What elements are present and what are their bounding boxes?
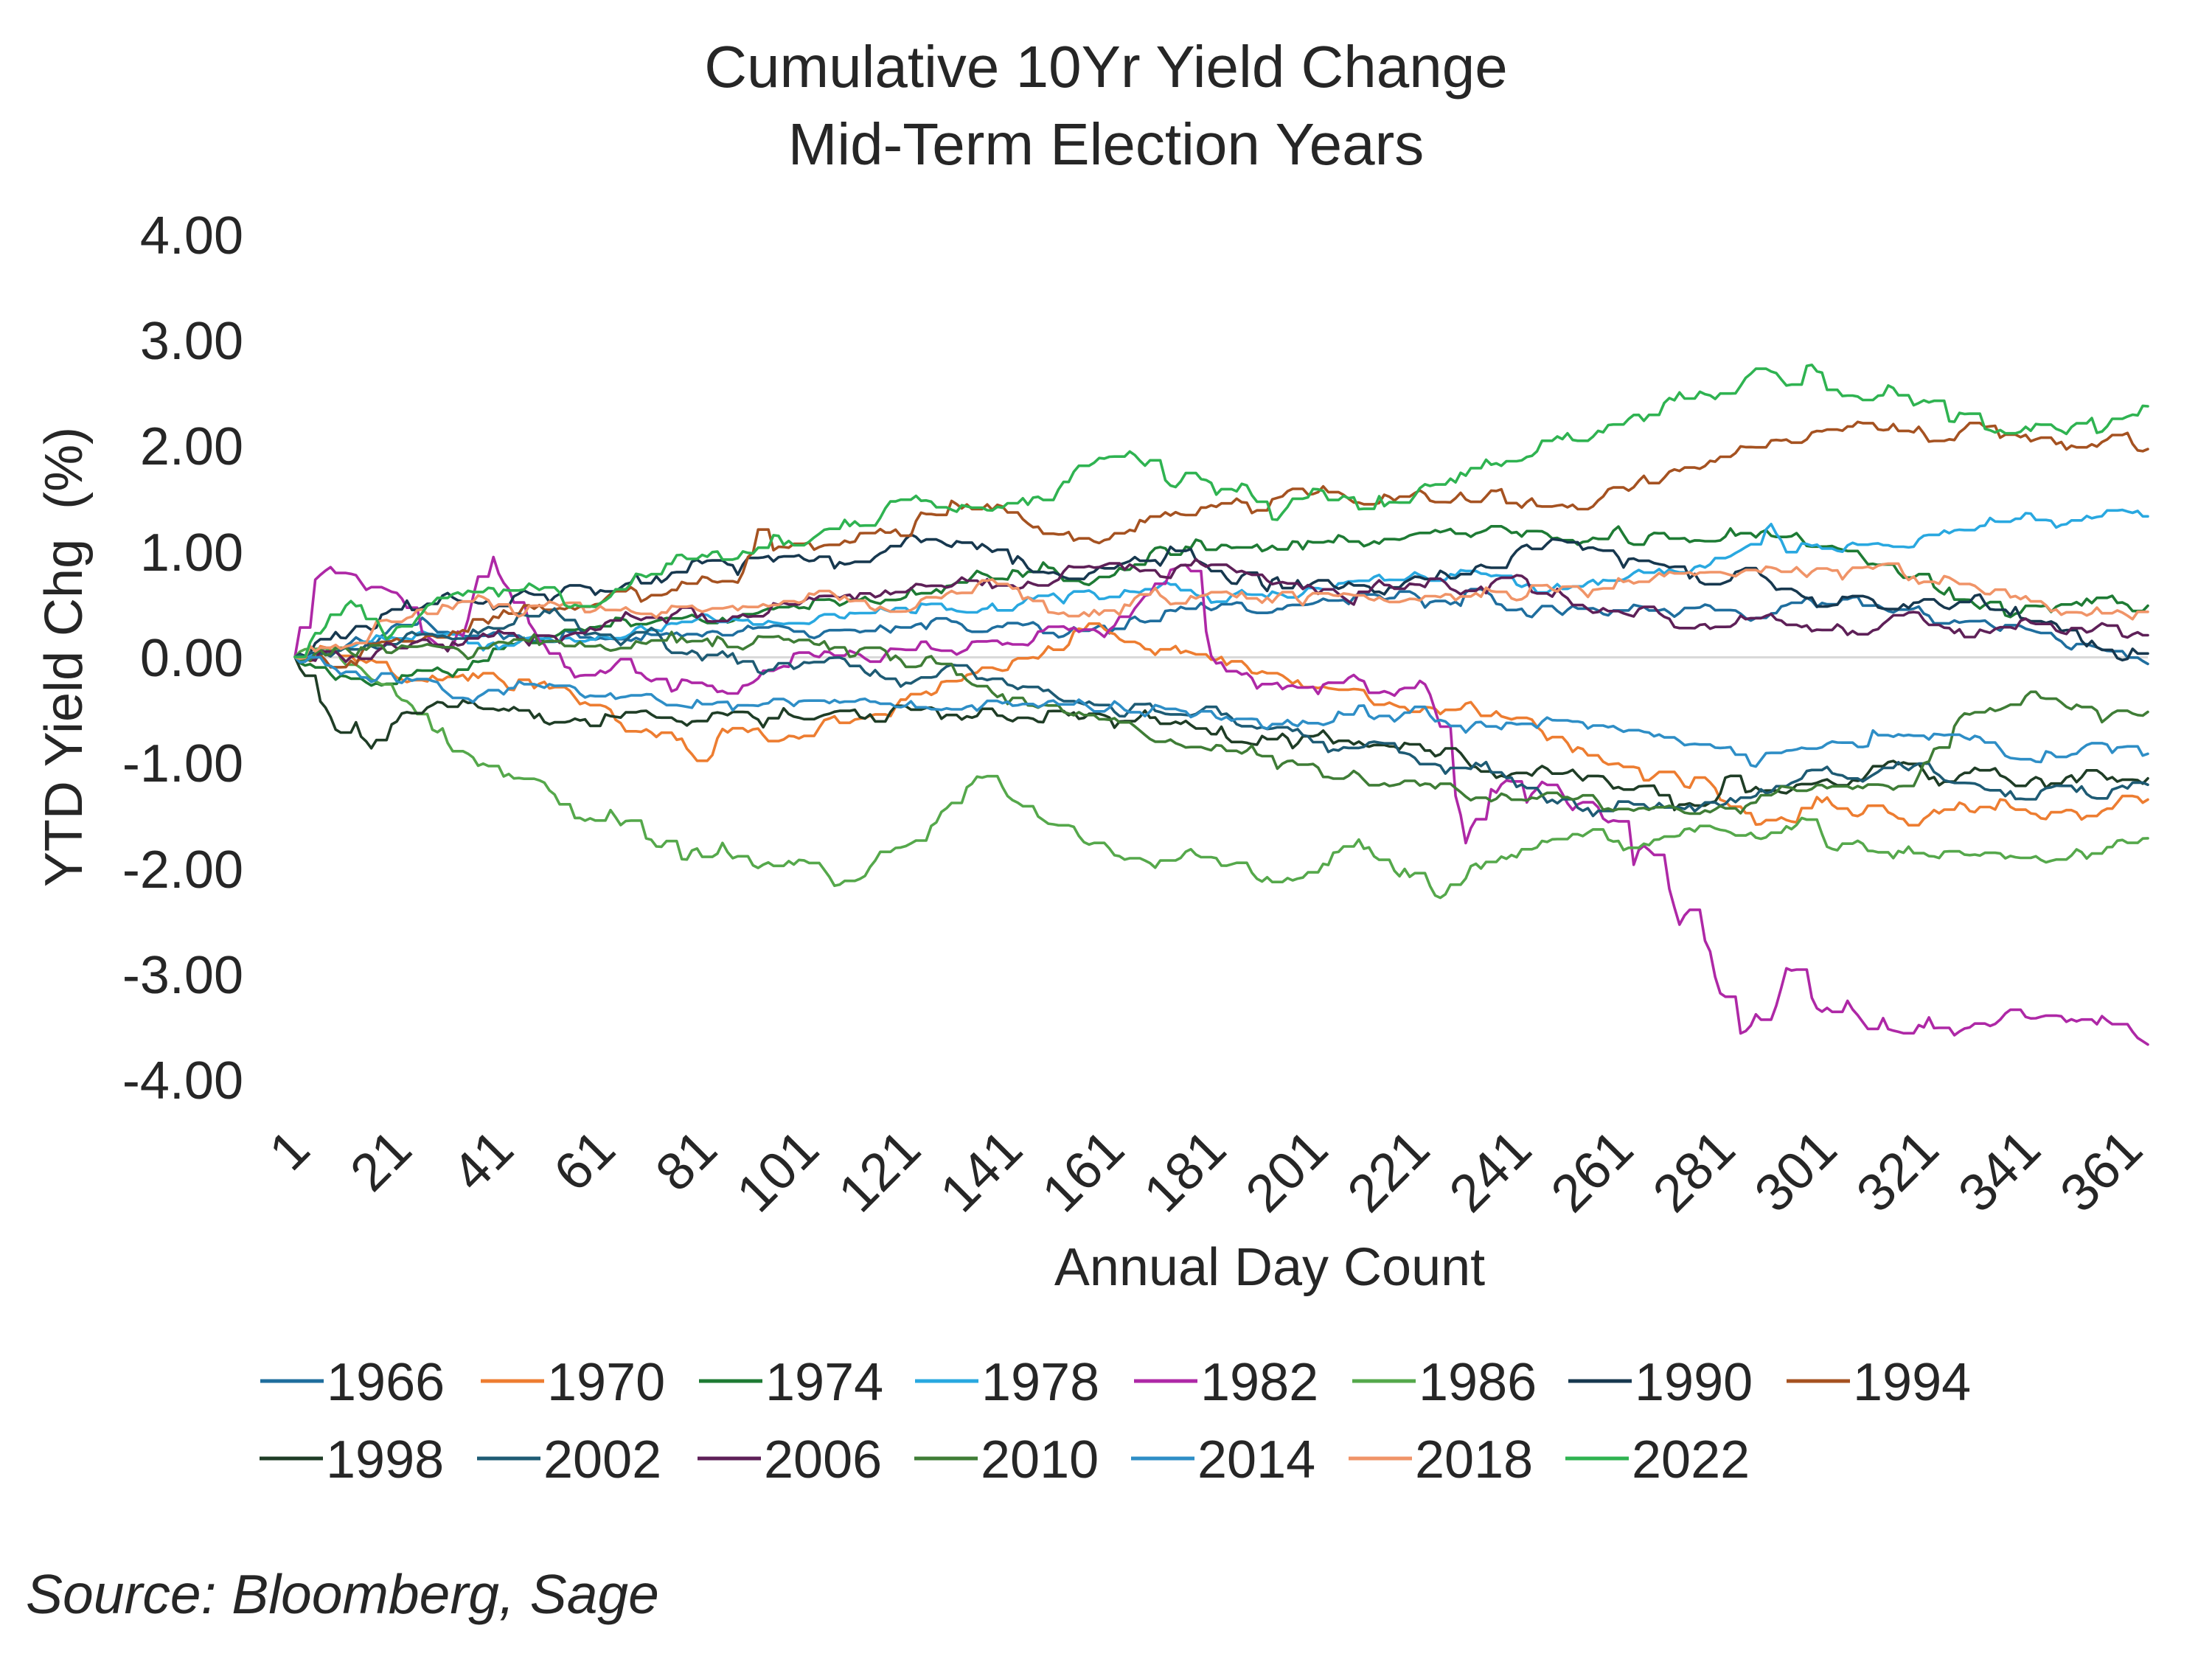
svg-text:Cumulative 10Yr Yield Change: Cumulative 10Yr Yield Change [704,34,1508,100]
svg-text:1978: 1978 [981,1353,1099,1412]
svg-text:1966: 1966 [327,1353,445,1412]
svg-text:2018: 2018 [1415,1430,1533,1489]
svg-text:3.00: 3.00 [140,312,243,371]
svg-text:1982: 1982 [1200,1353,1318,1412]
svg-text:-1.00: -1.00 [122,734,243,793]
svg-text:2010: 2010 [981,1430,1099,1489]
svg-text:1.00: 1.00 [140,524,243,582]
svg-text:1994: 1994 [1853,1353,1971,1412]
svg-text:2.00: 2.00 [140,417,243,476]
svg-text:Mid-Term Election Years: Mid-Term Election Years [788,111,1425,177]
svg-text:1998: 1998 [326,1430,444,1489]
svg-text:-3.00: -3.00 [122,946,243,1005]
svg-text:4.00: 4.00 [140,206,243,265]
svg-text:1986: 1986 [1419,1353,1537,1412]
svg-text:1990: 1990 [1635,1353,1753,1412]
svg-text:-4.00: -4.00 [122,1051,243,1110]
svg-text:2022: 2022 [1632,1430,1750,1489]
svg-text:Annual Day Count: Annual Day Count [1054,1238,1485,1297]
svg-text:YTD Yield Chg (%): YTD Yield Chg (%) [35,427,94,887]
svg-text:1974: 1974 [765,1353,883,1412]
svg-text:Source: Bloomberg, Sage: Source: Bloomberg, Sage [26,1563,659,1625]
svg-text:1970: 1970 [547,1353,665,1412]
svg-text:2002: 2002 [543,1430,661,1489]
svg-text:2014: 2014 [1197,1430,1315,1489]
svg-text:-2.00: -2.00 [122,841,243,900]
svg-text:2006: 2006 [764,1430,882,1489]
svg-text:0.00: 0.00 [140,629,243,688]
